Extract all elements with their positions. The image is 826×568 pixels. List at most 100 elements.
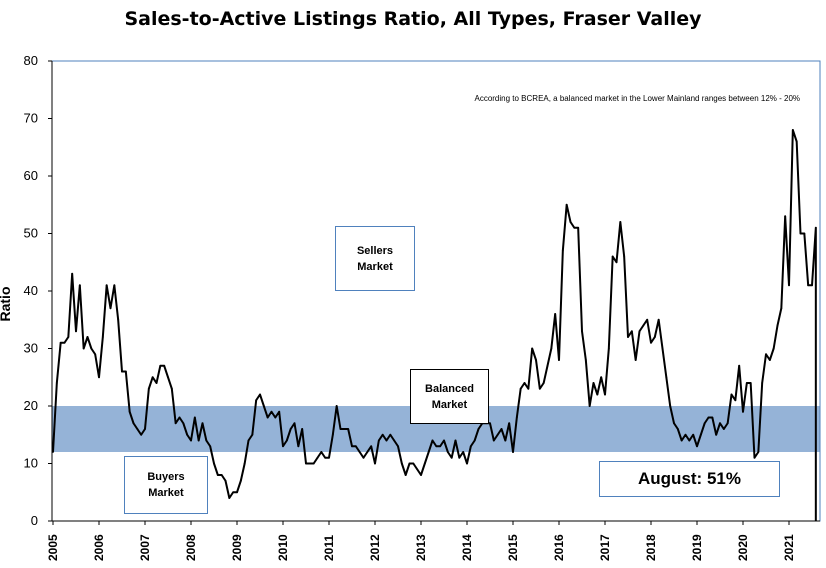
data-point bbox=[703, 422, 706, 425]
data-point bbox=[78, 284, 81, 287]
data-point bbox=[400, 462, 403, 465]
data-point bbox=[699, 433, 702, 436]
data-point bbox=[753, 456, 756, 459]
data-point bbox=[565, 203, 568, 206]
data-point bbox=[374, 462, 376, 465]
y-tick-label: 80 bbox=[24, 53, 38, 68]
data-point bbox=[59, 341, 62, 344]
data-point bbox=[178, 416, 181, 419]
data-point bbox=[807, 284, 810, 287]
data-point bbox=[308, 462, 311, 465]
y-tick-label: 20 bbox=[24, 398, 38, 413]
y-tick-label: 30 bbox=[24, 341, 38, 356]
x-tick-label: 2010 bbox=[276, 534, 290, 561]
data-point bbox=[55, 382, 58, 384]
data-point bbox=[155, 382, 158, 384]
data-point bbox=[577, 226, 580, 229]
x-tick-label: 2018 bbox=[644, 534, 658, 561]
data-point bbox=[527, 387, 530, 390]
data-point bbox=[393, 439, 396, 442]
data-point bbox=[473, 439, 476, 442]
data-point bbox=[458, 456, 461, 459]
data-point bbox=[688, 439, 691, 442]
data-point bbox=[500, 428, 503, 430]
data-point bbox=[443, 439, 445, 442]
data-point bbox=[542, 382, 545, 384]
data-point bbox=[389, 433, 392, 436]
data-point bbox=[423, 462, 426, 465]
data-point bbox=[331, 433, 334, 436]
data-point bbox=[592, 382, 595, 384]
data-point bbox=[504, 439, 507, 442]
data-point bbox=[174, 422, 177, 425]
data-point bbox=[151, 376, 154, 379]
data-point bbox=[128, 410, 131, 413]
data-point bbox=[220, 474, 223, 476]
data-point bbox=[52, 451, 54, 453]
data-point bbox=[803, 232, 806, 235]
data-point bbox=[650, 341, 652, 344]
data-point bbox=[193, 416, 196, 419]
data-point bbox=[186, 433, 189, 436]
data-point bbox=[301, 428, 304, 430]
x-tick-label: 2020 bbox=[736, 534, 750, 561]
x-tick-label: 2012 bbox=[368, 534, 382, 561]
data-point bbox=[366, 451, 369, 453]
buyers-market-label: Buyers Market bbox=[124, 456, 208, 514]
x-tick-label: 2008 bbox=[184, 534, 198, 561]
data-point bbox=[680, 439, 683, 442]
data-point bbox=[523, 382, 526, 384]
data-point bbox=[105, 284, 108, 287]
data-point bbox=[343, 428, 346, 430]
data-point bbox=[98, 376, 100, 379]
data-point bbox=[239, 479, 242, 482]
data-point bbox=[75, 330, 77, 333]
x-tick-label: 2016 bbox=[552, 534, 566, 561]
data-point bbox=[377, 439, 380, 442]
x-tick-label: 2015 bbox=[506, 534, 520, 561]
bcrea-note: According to BCREA, a balanced market in… bbox=[474, 94, 800, 103]
data-point bbox=[512, 451, 514, 453]
data-point bbox=[262, 405, 265, 407]
data-point bbox=[232, 491, 235, 494]
data-point bbox=[335, 405, 338, 407]
data-point bbox=[101, 336, 104, 338]
data-point bbox=[492, 439, 495, 442]
data-point bbox=[722, 428, 725, 430]
x-tick-label: 2011 bbox=[322, 535, 336, 561]
data-point bbox=[673, 422, 675, 425]
data-point bbox=[569, 221, 572, 223]
data-point bbox=[496, 433, 499, 436]
data-point bbox=[170, 387, 173, 390]
data-point bbox=[665, 376, 668, 379]
data-point bbox=[251, 433, 254, 436]
data-point bbox=[354, 445, 357, 448]
data-point bbox=[676, 428, 679, 430]
y-tick-label: 0 bbox=[31, 513, 38, 528]
data-point bbox=[358, 451, 361, 453]
data-point bbox=[167, 376, 169, 379]
data-point bbox=[642, 324, 645, 327]
data-point bbox=[757, 451, 760, 453]
data-point bbox=[738, 364, 741, 367]
data-point bbox=[320, 451, 323, 453]
x-tick-label: 2021 bbox=[782, 534, 796, 561]
data-point bbox=[289, 428, 292, 430]
data-point bbox=[270, 410, 273, 413]
data-point bbox=[719, 422, 721, 425]
x-tick-label: 2006 bbox=[92, 534, 106, 561]
data-point bbox=[124, 370, 127, 373]
y-axis-label: Ratio bbox=[0, 287, 13, 322]
data-point bbox=[454, 439, 457, 442]
data-point bbox=[684, 433, 687, 436]
x-tick-label: 2005 bbox=[46, 534, 60, 561]
data-point bbox=[554, 313, 557, 315]
y-tick-label: 10 bbox=[24, 456, 38, 471]
data-point bbox=[293, 422, 296, 425]
data-point bbox=[408, 462, 411, 465]
data-point bbox=[347, 428, 350, 430]
data-point bbox=[519, 387, 522, 390]
data-point bbox=[466, 462, 468, 465]
data-point bbox=[795, 140, 798, 143]
data-point bbox=[67, 336, 70, 338]
